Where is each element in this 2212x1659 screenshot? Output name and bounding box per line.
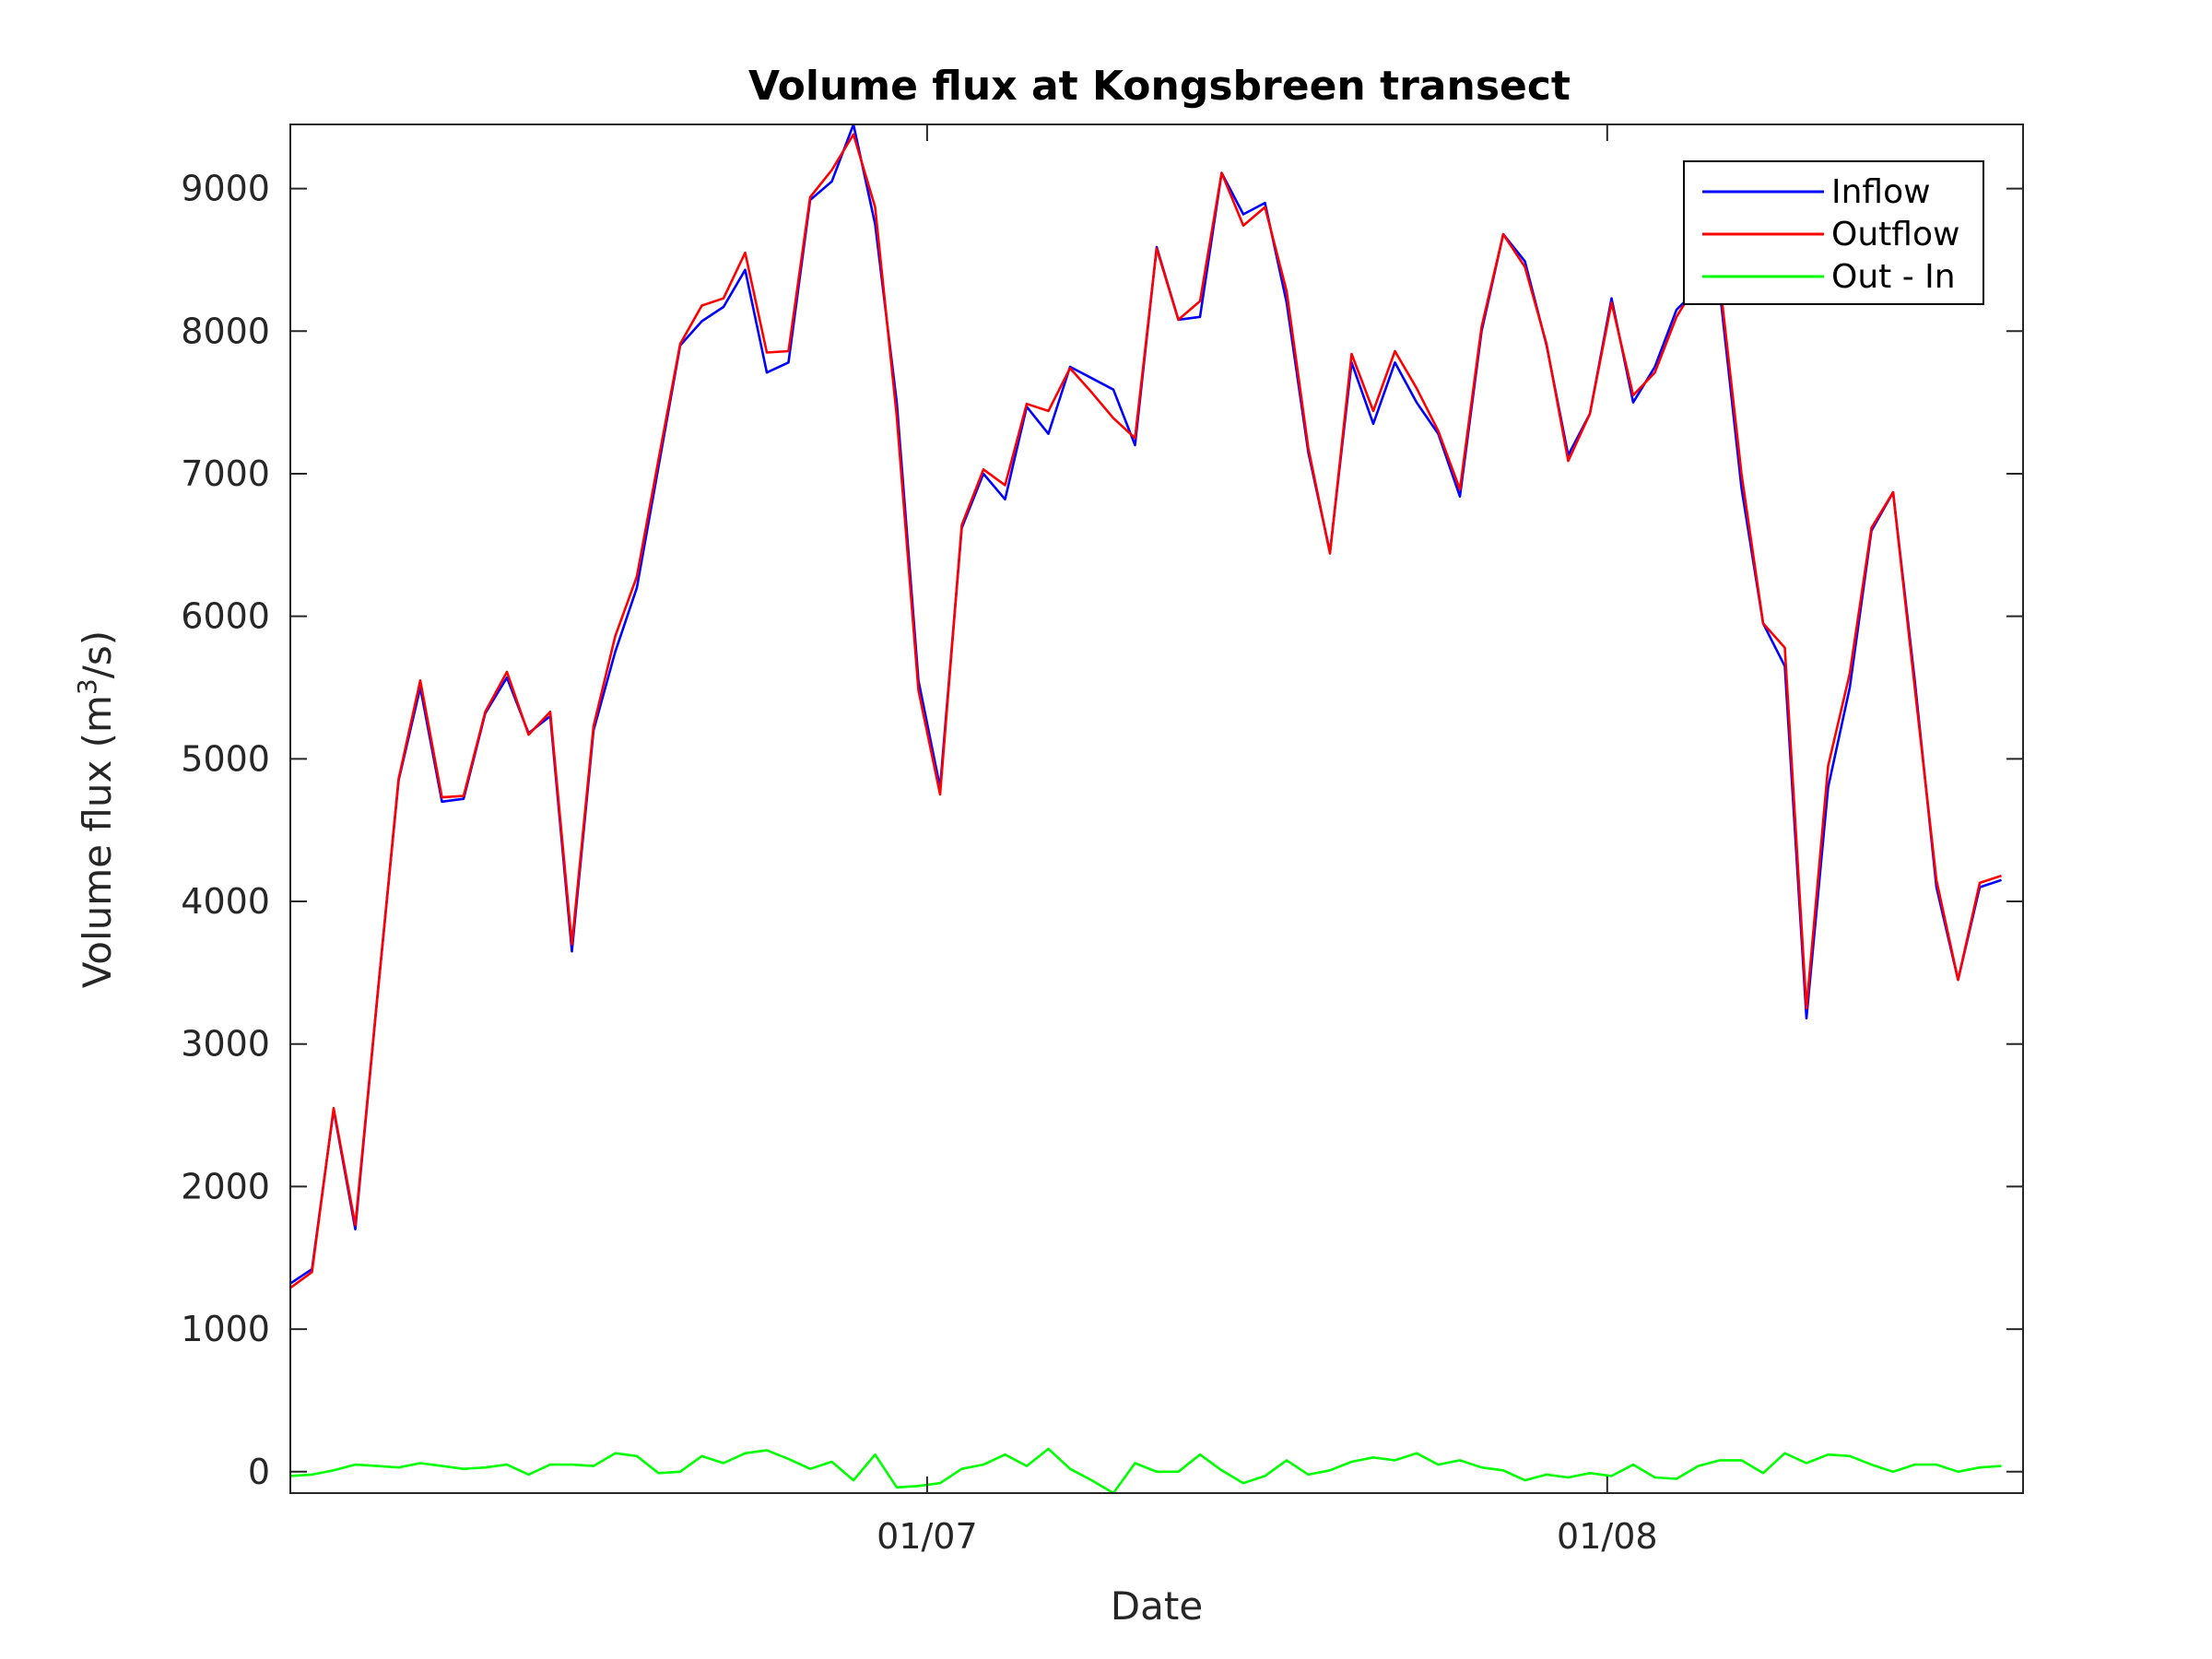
x-tick-label: 01/07: [877, 1516, 978, 1557]
y-axis: 0 1000 2000 3000 4000 5000 6000 7000 8000 9000: [181, 169, 2023, 1492]
y-tick-label: 0: [248, 1452, 270, 1492]
y-axis-label-superscript: 3: [72, 678, 102, 695]
y-tick-label: 7000: [181, 453, 270, 494]
series-line-out-in: [290, 1447, 2002, 1493]
legend-entry: Out - In: [1831, 258, 1956, 296]
plot-area: [290, 124, 2002, 1493]
y-axis-label-main: Volume flux (m: [75, 695, 120, 988]
y-tick-label: 8000: [181, 311, 270, 351]
y-tick-label: 4000: [181, 881, 270, 922]
legend-entry: Inflow: [1831, 173, 1931, 211]
series-line-outflow: [290, 133, 2002, 1289]
x-axis-label: Date: [1111, 1583, 1203, 1629]
legend: Inflow Outflow Out - In: [1683, 160, 1984, 305]
y-tick-label: 3000: [181, 1024, 270, 1065]
y-tick-label: 9000: [181, 169, 270, 209]
axes-frame: [289, 124, 2024, 1494]
legend-entry: Outflow: [1831, 216, 1959, 253]
chart-title: Volume flux at Kongsbreen transect: [748, 63, 1571, 110]
y-tick-label: 5000: [181, 738, 270, 779]
x-axis: 01/07 01/08: [877, 124, 1658, 1557]
y-tick-label: 2000: [181, 1166, 270, 1206]
y-tick-label: 6000: [181, 596, 270, 637]
y-axis-label: Volume flux (m3/s): [72, 630, 120, 988]
y-axis-label-tail: /s): [75, 630, 120, 678]
y-tick-label: 1000: [181, 1309, 270, 1349]
x-tick-label: 01/08: [1557, 1516, 1658, 1557]
